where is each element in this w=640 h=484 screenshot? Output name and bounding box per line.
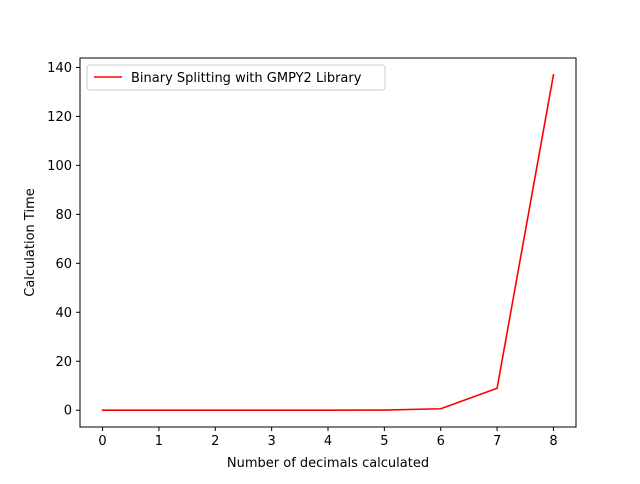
x-tick-label: 3 — [267, 434, 275, 449]
y-tick-label: 0 — [64, 404, 72, 419]
y-tick-label: 60 — [55, 257, 72, 272]
legend-label: Binary Splitting with GMPY2 Library — [131, 71, 362, 86]
y-tick-label: 80 — [55, 208, 72, 223]
series-layer — [101, 73, 555, 412]
legend-box — [86, 64, 386, 91]
y-tick-label: 140 — [47, 61, 72, 76]
x-tick-label: 5 — [380, 434, 388, 449]
plot-frame — [79, 57, 577, 428]
y-tick-label: 100 — [47, 159, 72, 174]
legend: Binary Splitting with GMPY2 Library — [86, 64, 386, 91]
y-tick-label: 120 — [47, 110, 72, 125]
x-tick-label: 6 — [437, 434, 445, 449]
y-tick-label: 20 — [55, 355, 72, 370]
x-tick-label: 8 — [549, 434, 557, 449]
x-tick-label: 2 — [211, 434, 219, 449]
x-tick-label: 4 — [324, 434, 332, 449]
y-tick-label: 40 — [55, 306, 72, 321]
x-tick-label: 1 — [155, 434, 163, 449]
series-line — [101, 73, 555, 412]
x-tick-label: 0 — [98, 434, 106, 449]
y-axis-label: Calculation Time — [23, 188, 38, 296]
x-axis-label: Number of decimals calculated — [227, 456, 429, 471]
x-tick-label: 7 — [493, 434, 501, 449]
